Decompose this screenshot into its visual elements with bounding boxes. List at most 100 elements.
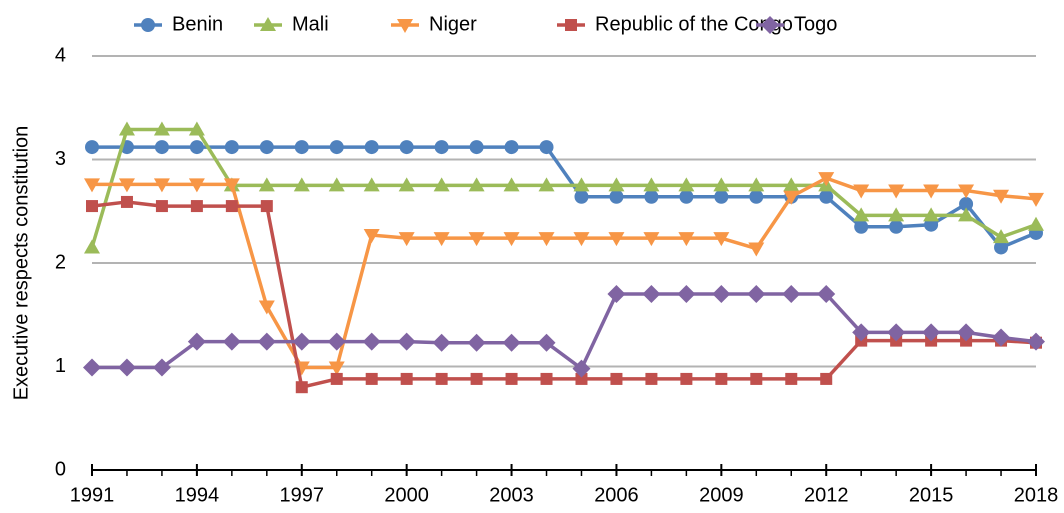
point <box>118 178 135 193</box>
legend-marker <box>761 16 779 34</box>
y-tick-label: 1 <box>55 355 66 377</box>
point <box>1028 216 1044 231</box>
legend-marker <box>141 18 155 32</box>
point <box>679 189 694 204</box>
point <box>295 381 308 394</box>
point <box>678 177 695 192</box>
point <box>467 333 486 352</box>
point <box>609 189 624 204</box>
point <box>330 372 343 385</box>
point <box>364 140 379 155</box>
x-tick-label: 1994 <box>175 484 220 506</box>
legend-label: Republic of the Congo <box>595 13 793 35</box>
point <box>329 140 344 155</box>
point <box>680 372 693 385</box>
point <box>958 184 975 199</box>
point <box>643 232 660 247</box>
legend-marker <box>397 19 413 33</box>
point <box>223 178 240 193</box>
x-tick-label: 2003 <box>489 484 534 506</box>
series-line <box>91 200 1037 389</box>
point <box>889 219 904 234</box>
point <box>923 207 940 222</box>
point <box>83 358 101 377</box>
point <box>748 177 765 192</box>
point <box>504 140 519 155</box>
point <box>540 372 553 385</box>
series-line <box>92 292 1037 371</box>
point <box>887 323 906 342</box>
point <box>259 140 274 155</box>
x-tick-label: 2006 <box>594 484 639 506</box>
point <box>435 372 448 385</box>
point <box>853 184 870 199</box>
legend-marker <box>260 17 276 31</box>
point <box>189 140 204 155</box>
point <box>86 200 98 213</box>
point <box>818 172 835 187</box>
point <box>363 229 380 244</box>
point <box>819 189 834 204</box>
point <box>888 207 905 222</box>
point <box>257 332 276 351</box>
point <box>992 328 1011 347</box>
point <box>642 285 661 304</box>
point <box>713 232 730 247</box>
point <box>922 323 941 342</box>
point <box>503 232 520 247</box>
point <box>190 200 203 213</box>
point <box>993 189 1010 204</box>
point <box>260 200 273 213</box>
x-tick-label: 1997 <box>280 484 325 506</box>
point <box>785 372 798 385</box>
point <box>817 285 836 304</box>
y-axis-label: Executive respects constitution <box>10 126 32 401</box>
point <box>643 177 660 192</box>
point <box>715 372 728 385</box>
point <box>712 285 731 304</box>
legend-label: Mali <box>292 13 329 35</box>
point <box>292 332 311 351</box>
point <box>852 323 871 342</box>
legend-label: Togo <box>794 13 837 35</box>
point <box>539 140 554 155</box>
point <box>610 372 623 385</box>
point <box>573 232 590 247</box>
point <box>678 232 695 247</box>
point <box>188 178 205 193</box>
point <box>398 177 415 192</box>
point <box>469 140 484 155</box>
point <box>327 332 346 351</box>
point <box>503 177 520 192</box>
point <box>362 332 381 351</box>
x-tick-label: 2000 <box>384 484 429 506</box>
series-line <box>92 176 1037 370</box>
point <box>820 372 833 385</box>
point <box>397 332 416 351</box>
point <box>573 177 590 192</box>
point <box>750 372 763 385</box>
point <box>853 207 870 222</box>
point <box>224 140 239 155</box>
point <box>84 239 100 254</box>
point <box>994 240 1009 255</box>
x-tick-label: 2015 <box>909 484 954 506</box>
point <box>84 178 100 193</box>
point <box>713 177 730 192</box>
point <box>783 190 800 205</box>
point <box>85 140 99 155</box>
point <box>537 333 556 352</box>
point <box>118 121 135 136</box>
point <box>714 189 729 204</box>
y-tick-label: 3 <box>55 148 66 170</box>
y-tick-label: 2 <box>55 251 66 273</box>
point <box>644 189 659 204</box>
point <box>572 359 591 378</box>
point <box>608 177 625 192</box>
point <box>888 184 905 199</box>
legend-label: Niger <box>429 13 477 35</box>
point <box>294 140 309 155</box>
point <box>993 229 1010 244</box>
point <box>434 140 449 155</box>
